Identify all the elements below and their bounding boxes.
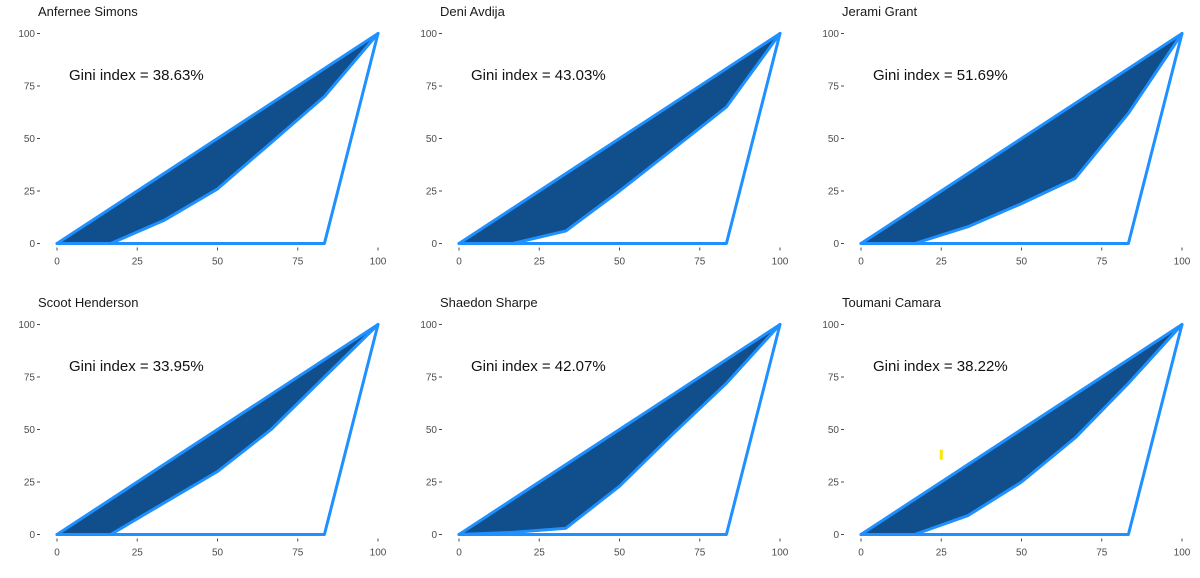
x-tick-label: 100	[772, 548, 789, 559]
x-tick-label: 75	[292, 548, 304, 559]
x-tick-label: 100	[1174, 257, 1191, 268]
y-tick-label: 25	[828, 478, 840, 489]
y-tick-label: 0	[29, 530, 35, 541]
y-tick-label: 25	[828, 187, 840, 198]
chart-title: Scoot Henderson	[38, 295, 139, 310]
equality-line	[55, 323, 380, 536]
y-tick-label: 100	[420, 29, 437, 40]
y-tick-label: 0	[833, 239, 839, 250]
gini-annotation: Gini index = 33.95%	[69, 358, 204, 375]
y-tick-label: 50	[828, 134, 840, 145]
chart-title: Jerami Grant	[842, 4, 918, 19]
y-tick-label: 50	[426, 425, 438, 436]
y-tick-label: 100	[822, 320, 839, 331]
x-tick-label: 50	[1016, 257, 1028, 268]
gini-annotation: Gini index = 42.07%	[471, 358, 606, 375]
equality-line	[859, 32, 1184, 245]
gini-annotation: Gini index = 38.22%	[873, 358, 1008, 375]
x-tick-label: 50	[1016, 548, 1028, 559]
y-tick-label: 100	[18, 320, 35, 331]
x-tick-label: 75	[694, 548, 706, 559]
chart-panel: 0 25 50 75 100 0 25 50 75 100 Jerami Grant Gini i…	[804, 0, 1200, 287]
equality-line	[457, 32, 782, 245]
y-tick-label: 25	[426, 187, 438, 198]
x-tick-label: 75	[292, 257, 304, 268]
gini-annotation: Gini index = 38.63%	[69, 67, 204, 84]
x-tick-label: 0	[54, 548, 60, 559]
y-tick-label: 50	[828, 425, 840, 436]
y-tick-label: 75	[24, 373, 36, 384]
y-tick-label: 25	[24, 187, 36, 198]
chart-svg: 0 25 50 75 100 0 25 50 75 100	[822, 320, 1191, 559]
y-tick-label: 50	[426, 134, 438, 145]
x-tick-label: 25	[936, 257, 948, 268]
x-tick-label: 75	[1096, 257, 1108, 268]
x-tick-label: 100	[1174, 548, 1191, 559]
chart-svg: 0 25 50 75 100 0 25 50 75 100	[18, 320, 387, 559]
y-tick-label: 25	[24, 478, 36, 489]
x-tick-label: 50	[212, 548, 224, 559]
chart-svg: 0 25 50 75 100 0 25 50 75 100	[18, 29, 387, 268]
y-tick-label: 75	[24, 82, 36, 93]
y-tick-label: 100	[822, 29, 839, 40]
chart-svg: 0 25 50 75 100 0 25 50 75 100	[420, 320, 789, 559]
chart-svg: 0 25 50 75 100 0 25 50 75 100	[822, 29, 1191, 268]
chart-title: Anfernee Simons	[38, 4, 138, 19]
x-tick-label: 25	[534, 257, 546, 268]
inequality-line	[55, 32, 380, 245]
inequality-line	[457, 32, 782, 245]
equality-line	[55, 32, 380, 245]
chart-panel: 0 25 50 75 100 0 25 50 75 100 Scoot Henderson Gin…	[0, 291, 400, 578]
y-tick-label: 0	[833, 530, 839, 541]
gini-annotation: Gini index = 43.03%	[471, 67, 606, 84]
inequality-line	[859, 323, 1184, 536]
chart-title: Toumani Camara	[842, 295, 941, 310]
equality-line	[457, 323, 782, 536]
x-tick-label: 25	[132, 257, 144, 268]
x-tick-label: 0	[858, 257, 864, 268]
y-tick-label: 100	[420, 320, 437, 331]
gini-annotation: Gini index = 51.69%	[873, 67, 1008, 84]
inequality-line	[859, 32, 1184, 245]
y-tick-label: 0	[431, 239, 437, 250]
y-tick-label: 75	[426, 373, 438, 384]
y-tick-label: 50	[24, 134, 36, 145]
x-tick-label: 25	[936, 548, 948, 559]
y-tick-label: 75	[828, 82, 840, 93]
y-tick-label: 0	[29, 239, 35, 250]
yellow-marker	[939, 449, 943, 460]
y-tick-label: 75	[426, 82, 438, 93]
x-tick-label: 25	[132, 548, 144, 559]
x-tick-label: 0	[456, 548, 462, 559]
x-tick-label: 50	[614, 257, 626, 268]
y-tick-label: 0	[431, 530, 437, 541]
x-tick-label: 0	[456, 257, 462, 268]
y-tick-label: 50	[24, 425, 36, 436]
x-tick-label: 0	[54, 257, 60, 268]
x-tick-label: 100	[370, 548, 387, 559]
y-tick-label: 75	[828, 373, 840, 384]
chart-title: Deni Avdija	[440, 4, 505, 19]
y-tick-label: 100	[18, 29, 35, 40]
x-tick-label: 100	[370, 257, 387, 268]
x-tick-label: 0	[858, 548, 864, 559]
inequality-line	[457, 323, 782, 536]
chart-panel: 0 25 50 75 100 0 25 50 75 100 Shaedon Sharpe Gini…	[402, 291, 802, 578]
x-tick-label: 75	[694, 257, 706, 268]
chart-svg: 0 25 50 75 100 0 25 50 75 100	[420, 29, 789, 268]
lorenz-curve	[457, 323, 782, 536]
chart-panel: 0 25 50 75 100 0 25 50 75 100 Toumani Camara Gini…	[804, 291, 1200, 578]
y-tick-label: 25	[426, 478, 438, 489]
x-tick-label: 75	[1096, 548, 1108, 559]
x-tick-label: 50	[212, 257, 224, 268]
x-tick-label: 50	[614, 548, 626, 559]
x-tick-label: 100	[772, 257, 789, 268]
x-tick-label: 25	[534, 548, 546, 559]
chart-title: Shaedon Sharpe	[440, 295, 538, 310]
chart-panel: 0 25 50 75 100 0 25 50 75 100 Anfernee Simons Gin…	[0, 0, 400, 287]
equality-line	[859, 323, 1184, 536]
inequality-line	[55, 323, 380, 536]
chart-panel: 0 25 50 75 100 0 25 50 75 100 Deni Avdija Gini in…	[402, 0, 802, 287]
